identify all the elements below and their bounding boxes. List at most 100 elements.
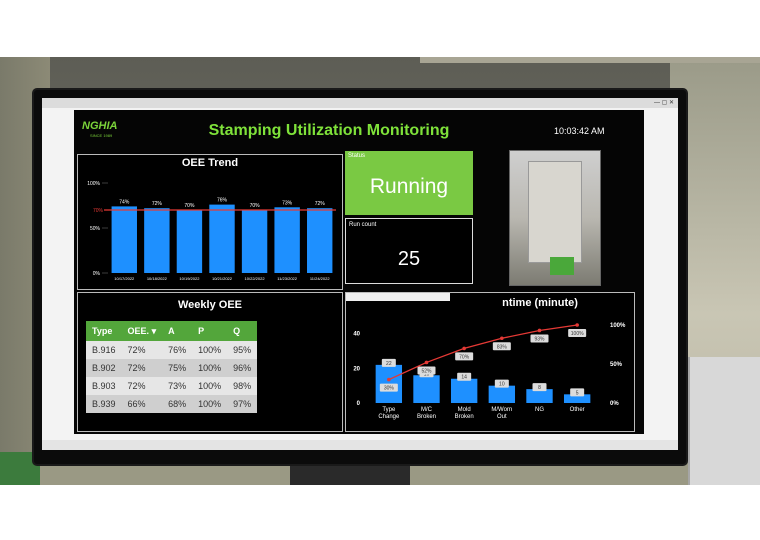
cumulative-value-box xyxy=(530,334,549,343)
cell-oee: 72% xyxy=(121,377,163,395)
cumulative-point xyxy=(537,328,542,333)
cell-q: 95% xyxy=(227,341,258,359)
x-tick-label: Other xyxy=(570,407,585,413)
y-tick-label: 0% xyxy=(93,271,101,277)
cumulative-value-box xyxy=(379,383,398,392)
cell-q: 97% xyxy=(227,395,258,413)
x-tick-label: 10/21/2022 xyxy=(212,276,233,281)
cumulative-value-label: 100% xyxy=(571,331,584,337)
x-tick-label: 10/18/2022 xyxy=(147,276,168,281)
clock: 10:03:42 AM xyxy=(554,126,605,136)
bar-value-label: 74% xyxy=(119,199,130,205)
cell-type: B.939 xyxy=(86,395,122,413)
ceiling-beam xyxy=(420,57,760,63)
bar xyxy=(526,389,553,403)
table-row: B.902 72% 75% 100% 96% xyxy=(86,359,258,377)
bar-value-label: 72% xyxy=(315,201,326,207)
col-type[interactable]: Type xyxy=(86,321,122,341)
taskbar xyxy=(42,440,678,450)
company-logo: NGHIA SINCE 1989 xyxy=(82,118,134,142)
cell-a: 76% xyxy=(162,341,193,359)
x-tick-label: Broken xyxy=(417,414,436,420)
bar xyxy=(144,208,170,273)
browser-toolbar: — ▢ ✕ xyxy=(42,98,678,108)
press-machine xyxy=(528,161,582,263)
cell-p: 100% xyxy=(192,395,228,413)
downtime-panel: ntime (minute) 40 20 0 100% 50% 0% 22 Type Chang… xyxy=(345,292,635,432)
bar-value-label: 5 xyxy=(576,390,579,396)
cumulative-point xyxy=(575,323,579,327)
sort-down-icon[interactable]: ▾ xyxy=(151,325,157,336)
oee-trend-chart: 100% 50% 0% 74% 10/17/2022 72% 10/18/2022 70% 10… xyxy=(87,181,336,281)
x-tick-label: 11/24/2022 xyxy=(310,276,330,281)
logo-name: NGHIA xyxy=(82,120,118,132)
green-bin xyxy=(550,257,574,275)
y-tick-label: 20 xyxy=(353,366,360,372)
bar-value-label: 22 xyxy=(386,361,392,367)
bar xyxy=(413,375,440,403)
bar xyxy=(488,385,516,403)
weekly-oee-table: Type OEE. ▾ A P Q B.916 72% 76% 100% 95% xyxy=(86,321,258,413)
bar-value-label: 73% xyxy=(282,200,293,206)
col-p[interactable]: P xyxy=(192,321,228,341)
cumulative-value-label: 83% xyxy=(497,344,508,350)
bar xyxy=(563,394,591,403)
x-tick-label: Broken xyxy=(455,414,474,420)
x-tick-label: M/Worn xyxy=(491,407,512,413)
col-a[interactable]: A xyxy=(162,321,193,341)
cell-oee: 72% xyxy=(121,341,163,359)
cumulative-point xyxy=(424,360,429,365)
table-row: B.903 72% 73% 100% 98% xyxy=(86,377,258,395)
x-tick-label: Mold xyxy=(458,407,471,413)
cumulative-value-box xyxy=(417,366,436,375)
col-q[interactable]: Q xyxy=(227,321,258,341)
cumulative-value-label: 30% xyxy=(384,386,395,392)
bar-value-box xyxy=(494,379,509,388)
cell-type: B.903 xyxy=(86,377,122,395)
cumulative-value-label: 93% xyxy=(534,336,545,342)
monitor-screen: — ▢ ✕ NGHIA SINCE 1989 Stamping Utilizat… xyxy=(42,98,678,450)
downtime-title: ntime (minute) xyxy=(502,297,578,309)
run-count-label: Run count xyxy=(349,222,377,228)
cell-type: B.902 xyxy=(86,359,122,377)
x-tick-label: 10/22/2022 xyxy=(245,276,266,281)
downtime-chart: 40200100%50%0%22TypeChange30%16M/CBroken… xyxy=(353,323,626,420)
cell-a: 68% xyxy=(162,395,193,413)
x-tick-label: 10/17/2022 xyxy=(114,276,135,281)
table-header-row: Type OEE. ▾ A P Q xyxy=(86,321,258,341)
logo-since: SINCE 1989 xyxy=(90,133,113,138)
cumulative-value-box xyxy=(455,352,474,361)
x-tick-label: Out xyxy=(497,414,507,420)
status-value: Running xyxy=(369,175,449,198)
bar-value-label: 8 xyxy=(538,385,541,391)
machine-photo xyxy=(509,150,601,286)
cumulative-point xyxy=(387,377,391,382)
bar xyxy=(307,208,333,273)
cell-p: 100% xyxy=(192,377,228,395)
target-label: 70% xyxy=(93,208,104,214)
cell-q: 96% xyxy=(227,359,258,377)
page-title: Stamping Utilization Monitoring xyxy=(208,122,450,139)
cumulative-point xyxy=(500,336,504,341)
chart-toolbar[interactable] xyxy=(346,293,450,301)
bar xyxy=(176,210,203,273)
y-tick-label: 100% xyxy=(87,181,100,187)
tv-stand xyxy=(290,462,410,485)
bar-value-box xyxy=(532,383,547,392)
table-row: B.939 66% 68% 100% 97% xyxy=(86,395,258,413)
bar-value-label: 76% xyxy=(217,198,228,204)
bar xyxy=(274,207,300,273)
bar xyxy=(111,206,137,273)
bar-value-label: 72% xyxy=(152,201,163,207)
window-controls[interactable]: — ▢ ✕ xyxy=(653,100,674,106)
status-box: Status Running xyxy=(345,151,473,215)
bar-value-box xyxy=(570,388,585,397)
cumulative-point xyxy=(462,346,466,351)
cumulative-value-box xyxy=(568,329,587,337)
oee-trend-title: OEE Trend xyxy=(181,157,239,169)
y-tick-label: 40 xyxy=(353,332,360,338)
weekly-oee-panel: Weekly OEE Type OEE. ▾ A P Q B.916 72% xyxy=(77,292,343,432)
x-tick-label: M/C xyxy=(421,407,433,413)
x-tick-label: Type xyxy=(382,407,396,413)
col-oee[interactable]: OEE. ▾ xyxy=(121,321,163,341)
